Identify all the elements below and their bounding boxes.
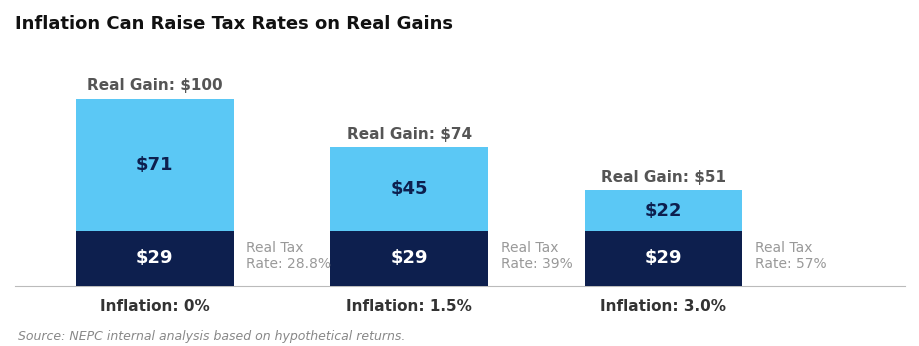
Text: $29: $29 [390, 249, 427, 267]
Text: Source: NEPC internal analysis based on hypothetical returns.: Source: NEPC internal analysis based on … [18, 329, 405, 343]
Text: Inflation Can Raise Tax Rates on Real Gains: Inflation Can Raise Tax Rates on Real Ga… [15, 15, 452, 33]
Text: Real Tax
Rate: 39%: Real Tax Rate: 39% [500, 240, 572, 271]
Text: Real Gain: $100: Real Gain: $100 [87, 78, 222, 93]
Bar [584, 231, 742, 285]
Bar [76, 99, 233, 231]
Text: Real Gain: $74: Real Gain: $74 [346, 127, 471, 142]
Bar [584, 190, 742, 231]
Bar [330, 231, 487, 285]
Text: $29: $29 [644, 249, 681, 267]
Text: $29: $29 [136, 249, 174, 267]
Text: $71: $71 [136, 156, 174, 174]
Bar [330, 147, 487, 231]
Text: Real Tax
Rate: 28.8%: Real Tax Rate: 28.8% [246, 240, 331, 271]
Text: $22: $22 [644, 202, 681, 220]
Text: Real Tax
Rate: 57%: Real Tax Rate: 57% [754, 240, 825, 271]
Text: $45: $45 [390, 180, 427, 198]
Text: Real Gain: $51: Real Gain: $51 [600, 170, 725, 185]
Bar [76, 231, 233, 285]
